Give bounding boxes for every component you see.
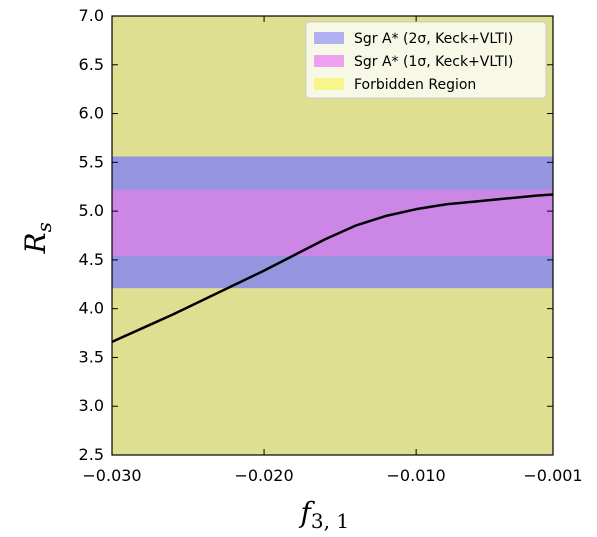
y-tick-label: 7.0: [79, 6, 104, 25]
y-tick-label: 4.5: [79, 250, 104, 269]
y-tick-label: 4.0: [79, 299, 104, 318]
x-axis-label-sub: 3, 1: [311, 509, 349, 533]
y-axis-label-main: R: [19, 232, 52, 254]
x-tick-label: −0.001: [523, 466, 582, 485]
x-axis-label: f3, 1: [299, 496, 350, 533]
legend-swatch: [314, 32, 344, 44]
x-tick-label: −0.030: [82, 466, 141, 485]
y-tick-label: 5.0: [79, 201, 104, 220]
x-tick-label: −0.020: [234, 466, 293, 485]
series-line-0: [111, 193, 554, 343]
legend-label: Sgr A* (1σ, Keck+VLTI): [354, 54, 513, 70]
legend: Sgr A* (2σ, Keck+VLTI) Sgr A* (1σ, Keck+V…: [305, 21, 547, 99]
series-layer: [111, 193, 554, 343]
legend-box: [305, 21, 547, 99]
tick-layer: 2.5 3.0 3.5 4.0 4.5 5.0 5.5 6.0 6.5 7.0 −0.030 −0.0…: [79, 6, 583, 485]
y-tick-label: 6.0: [79, 104, 104, 123]
y-tick-label: 2.5: [79, 445, 104, 464]
x-tick-label: −0.010: [387, 466, 446, 485]
legend-items: Sgr A* (2σ, Keck+VLTI) Sgr A* (1σ, Keck+V…: [314, 31, 513, 93]
y-tick-label: 3.0: [79, 396, 104, 415]
legend-swatch: [314, 78, 344, 90]
legend-swatch: [314, 55, 344, 67]
plot-frame: [111, 15, 554, 456]
y-axis-label: Rs: [19, 222, 56, 254]
y-tick-label: 5.5: [79, 152, 104, 171]
y-axis-label-sub: s: [32, 222, 56, 232]
y-tick-label: 6.5: [79, 55, 104, 74]
legend-label: Sgr A* (2σ, Keck+VLTI): [354, 31, 513, 47]
legend-label: Forbidden Region: [354, 77, 476, 93]
y-tick-label: 3.5: [79, 347, 104, 366]
